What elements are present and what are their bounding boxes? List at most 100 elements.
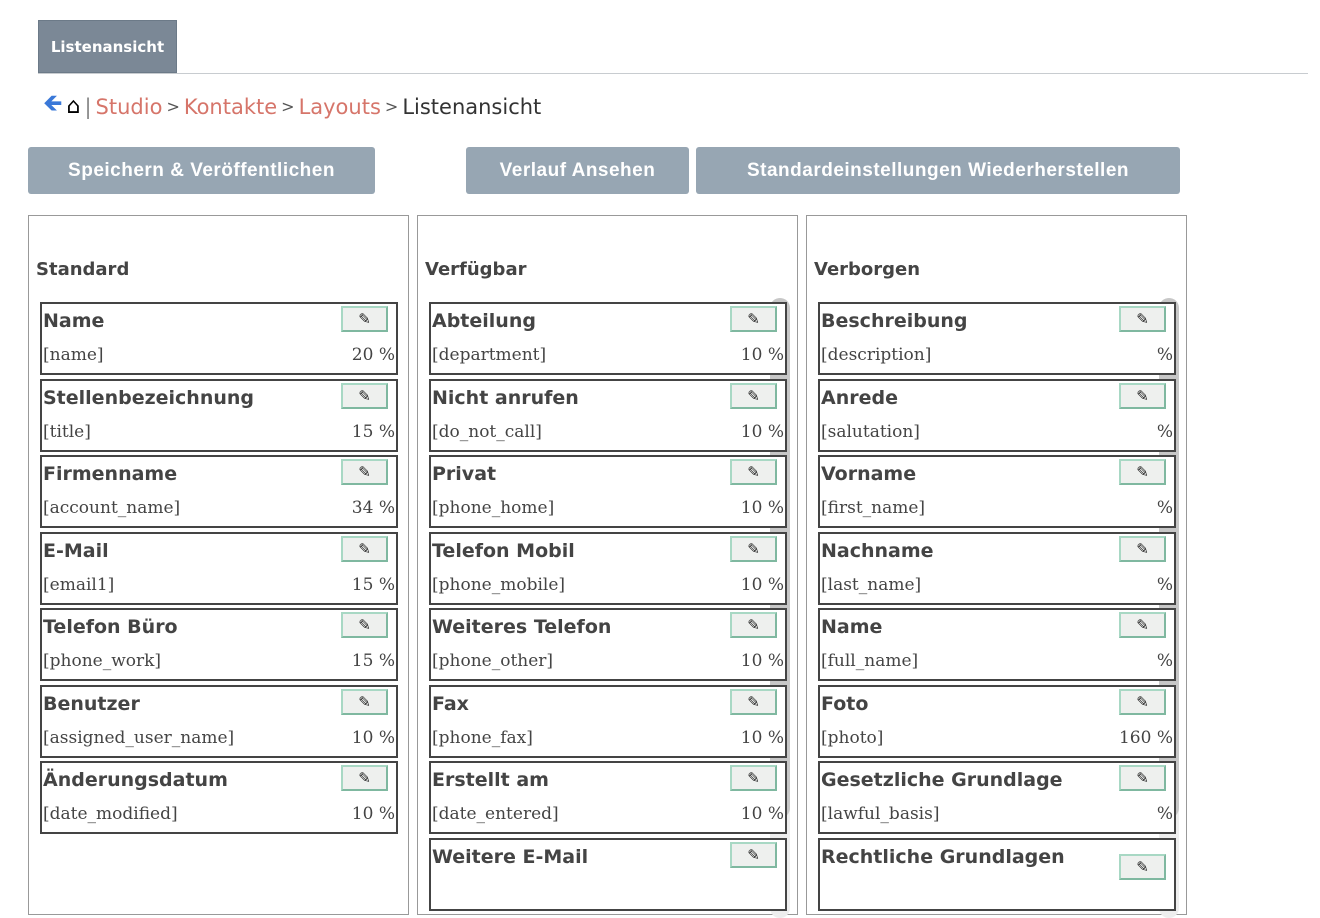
panel-title: Verborgen [814, 259, 921, 280]
field-width: % [1156, 574, 1173, 595]
breadcrumb-gt: > [384, 97, 399, 116]
edit-pencil-icon[interactable]: ✎ [1119, 459, 1166, 485]
breadcrumb-kontakte[interactable]: Kontakte [183, 94, 278, 119]
field-item[interactable]: Fax ✎ [phone_fax] 10 % [429, 684, 787, 758]
field-width: 10 % [740, 421, 784, 442]
field-item[interactable]: Beschreibung ✎ [description] % [818, 302, 1176, 375]
edit-pencil-icon[interactable]: ✎ [730, 306, 777, 332]
home-icon[interactable]: ⌂ [66, 94, 81, 119]
view-history-button[interactable]: Verlauf Ansehen [466, 147, 689, 194]
field-name: [last_name] [821, 574, 922, 595]
field-item[interactable]: Benutzer ✎ [assigned_user_name] 10 % [40, 684, 398, 758]
field-width: % [1156, 421, 1173, 442]
field-item[interactable]: Nachname ✎ [last_name] % [818, 531, 1176, 605]
panel-standard: Standard Name ✎ [name] 20 % Stellenbezei… [28, 215, 409, 915]
field-name: [full_name] [821, 651, 919, 671]
field-label: Fax [432, 692, 469, 715]
field-label: Foto [821, 692, 869, 715]
field-label: E-Mail [43, 539, 109, 562]
edit-pencil-icon[interactable]: ✎ [341, 688, 388, 715]
save-publish-button[interactable]: Speichern & Veröffentlichen [28, 147, 375, 194]
restore-defaults-button[interactable]: Standardeinstellungen Wiederherstellen [696, 147, 1180, 194]
field-name: [name] [43, 345, 104, 365]
field-item[interactable]: Gesetzliche Grundlage ✎ [lawful_basis] % [818, 761, 1176, 834]
edit-pencil-icon[interactable]: ✎ [1119, 765, 1166, 791]
field-name: [phone_work] [43, 651, 162, 671]
field-item[interactable]: Telefon Büro ✎ [phone_work] 15 % [40, 608, 398, 681]
breadcrumb-studio[interactable]: Studio [95, 94, 163, 119]
field-item[interactable]: Firmenname ✎ [account_name] 34 % [40, 455, 398, 528]
edit-pencil-icon[interactable]: ✎ [341, 306, 388, 332]
field-item[interactable]: Name ✎ [full_name] % [818, 608, 1176, 681]
field-name: [email1] [43, 574, 115, 595]
edit-pencil-icon[interactable]: ✎ [341, 612, 388, 638]
field-width: 15 % [351, 574, 395, 595]
field-item[interactable]: Privat ✎ [phone_home] 10 % [429, 455, 787, 528]
field-width: 15 % [351, 651, 395, 671]
field-name: [phone_mobile] [432, 574, 566, 595]
edit-pencil-icon[interactable]: ✎ [1119, 688, 1166, 715]
edit-pencil-icon[interactable]: ✎ [730, 612, 777, 638]
field-item[interactable]: Telefon Mobil ✎ [phone_mobile] 10 % [429, 531, 787, 605]
field-item[interactable]: Stellenbezeichnung ✎ [title] 15 % [40, 378, 398, 452]
edit-pencil-icon[interactable]: ✎ [341, 382, 388, 409]
field-width: 10 % [740, 345, 784, 365]
breadcrumb-separator: | [84, 94, 92, 119]
tab-listenansicht[interactable]: Listenansicht [38, 20, 177, 73]
field-label: Weitere E-Mail [432, 845, 589, 868]
field-width: 10 % [351, 727, 395, 748]
field-item[interactable]: Nicht anrufen ✎ [do_not_call] 10 % [429, 378, 787, 452]
edit-pencil-icon[interactable]: ✎ [730, 535, 777, 562]
field-name: [photo] [821, 727, 884, 748]
field-width: % [1156, 804, 1173, 824]
field-item[interactable]: Erstellt am ✎ [date_entered] 10 % [429, 761, 787, 834]
edit-pencil-icon[interactable]: ✎ [1119, 382, 1166, 409]
edit-pencil-icon[interactable]: ✎ [1119, 853, 1166, 880]
field-label: Telefon Büro [43, 616, 178, 638]
edit-pencil-icon[interactable]: ✎ [730, 459, 777, 485]
field-label: Abteilung [432, 310, 536, 332]
panel-title: Verfügbar [425, 259, 527, 280]
field-name: [assigned_user_name] [43, 727, 235, 748]
field-width: % [1156, 498, 1173, 518]
breadcrumb-current: Listenansicht [402, 94, 542, 119]
field-label: Gesetzliche Grundlage [821, 769, 1063, 791]
edit-pencil-icon[interactable]: ✎ [1119, 535, 1166, 562]
field-item[interactable]: Rechtliche Grundlagen ✎ [818, 837, 1176, 911]
field-label: Änderungsdatum [43, 769, 228, 791]
field-item[interactable]: Name ✎ [name] 20 % [40, 302, 398, 375]
breadcrumb-gt: > [281, 97, 295, 116]
field-name: [salutation] [821, 421, 920, 442]
field-label: Firmenname [43, 463, 178, 485]
field-item[interactable]: Weiteres Telefon ✎ [phone_other] 10 % [429, 608, 787, 681]
field-name: [phone_home] [432, 498, 555, 518]
field-label: Name [43, 310, 105, 332]
edit-pencil-icon[interactable]: ✎ [730, 841, 777, 868]
field-name: [lawful_basis] [821, 804, 940, 824]
panel-verborgen: Verborgen Beschreibung ✎ [description] %… [806, 215, 1187, 918]
edit-pencil-icon[interactable]: ✎ [341, 535, 388, 562]
field-item[interactable]: Änderungsdatum ✎ [date_modified] 10 % [40, 761, 398, 834]
field-item[interactable]: Foto ✎ [photo] 160 % [818, 684, 1176, 758]
breadcrumb-layouts[interactable]: Layouts [298, 94, 381, 119]
field-width: 10 % [740, 498, 784, 518]
field-item[interactable]: Weitere E-Mail ✎ [429, 837, 787, 911]
field-item[interactable]: Vorname ✎ [first_name] % [818, 455, 1176, 528]
edit-pencil-icon[interactable]: ✎ [1119, 612, 1166, 638]
edit-pencil-icon[interactable]: ✎ [730, 765, 777, 791]
field-label: Vorname [821, 463, 917, 485]
edit-pencil-icon[interactable]: ✎ [341, 765, 388, 791]
panel-verfügbar: Verfügbar Abteilung ✎ [department] 10 % … [417, 215, 798, 918]
edit-pencil-icon[interactable]: ✎ [730, 688, 777, 715]
back-arrow-icon[interactable]: 🡸 [43, 89, 63, 117]
edit-pencil-icon[interactable]: ✎ [341, 459, 388, 485]
edit-pencil-icon[interactable]: ✎ [1119, 306, 1166, 332]
field-label: Beschreibung [821, 310, 968, 332]
field-item[interactable]: E-Mail ✎ [email1] 15 % [40, 531, 398, 605]
edit-pencil-icon[interactable]: ✎ [730, 382, 777, 409]
field-label: Anrede [821, 386, 898, 409]
breadcrumb-gt: > [166, 97, 180, 116]
field-item[interactable]: Abteilung ✎ [department] 10 % [429, 302, 787, 375]
field-width: 10 % [740, 727, 784, 748]
field-item[interactable]: Anrede ✎ [salutation] % [818, 378, 1176, 452]
